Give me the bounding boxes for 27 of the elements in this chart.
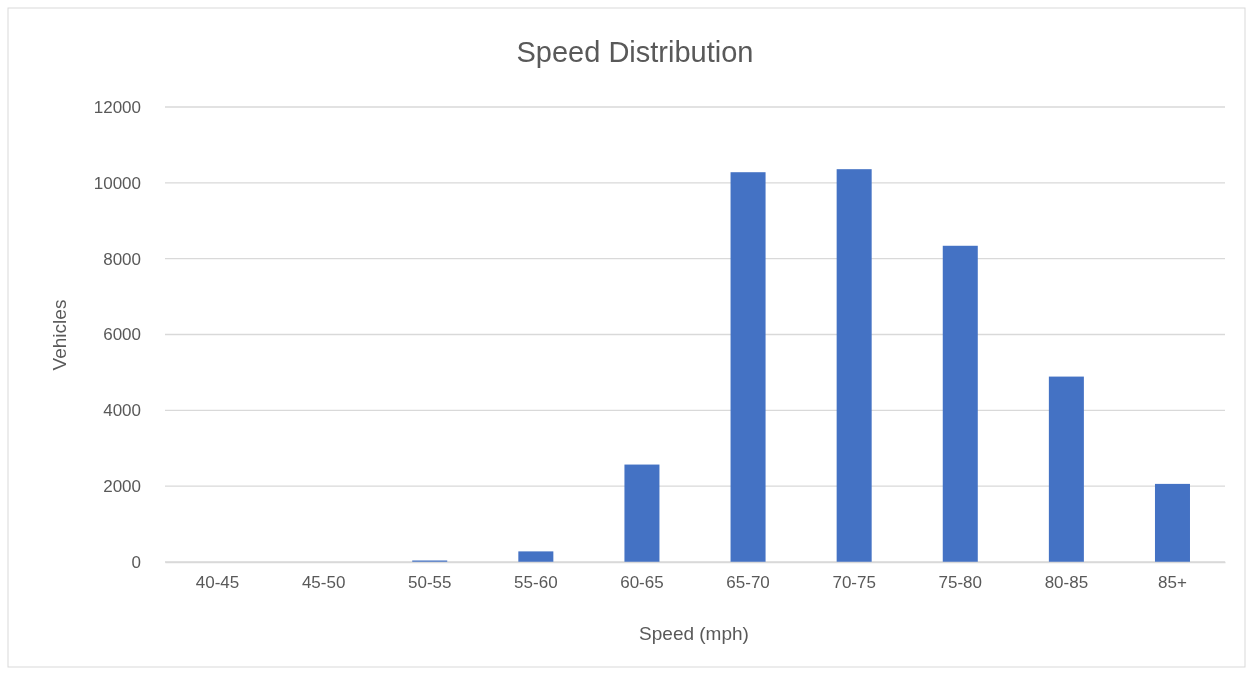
y-axis-title: Vehicles [49,299,70,371]
x-tick-label: 45-50 [301,573,346,593]
bar [730,172,766,562]
y-tick-label: 8000 [103,249,141,269]
y-tick-label: 2000 [103,477,141,497]
y-tick-label: 6000 [103,325,141,345]
y-tick-label: 12000 [93,97,141,117]
x-tick-label: 70-75 [832,573,876,593]
x-tick-label: 50-55 [407,573,452,593]
bar [942,245,978,562]
chart-title: Speed Distribution [516,36,754,68]
bar [518,551,554,562]
x-tick-label: 55-60 [514,573,558,593]
bar [1154,483,1190,562]
bar [1048,376,1084,562]
bar [624,464,660,562]
x-tick-label: 75-80 [938,573,983,593]
y-tick-label: 0 [131,552,141,572]
y-tick-label: 4000 [103,401,141,421]
x-tick-label: 65-70 [726,573,770,593]
x-tick-label: 80-85 [1044,573,1089,593]
bar [836,169,872,562]
x-tick-label: 40-45 [195,573,240,593]
x-tick-label: 85+ [1158,573,1187,593]
x-tick-label: 60-65 [620,573,664,593]
x-axis-title: Speed (mph) [639,623,749,644]
y-tick-label: 10000 [93,173,141,193]
